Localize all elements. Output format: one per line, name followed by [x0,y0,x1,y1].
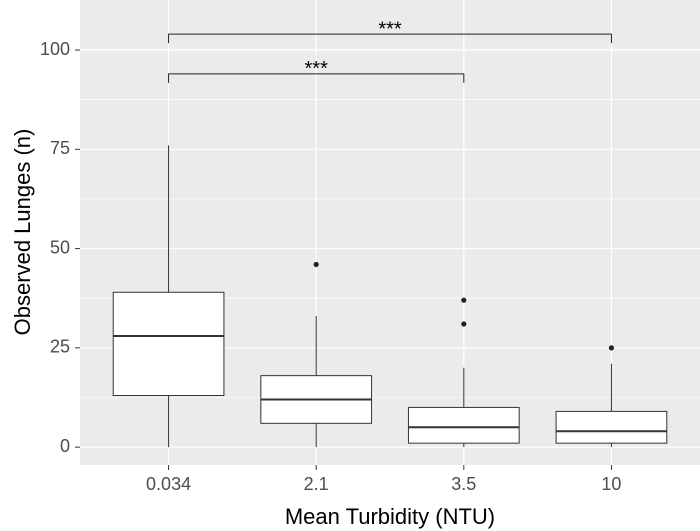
x-tick-label: 0.034 [146,474,191,494]
box [112,291,225,397]
x-tick-label: 2.1 [304,474,329,494]
significance-bracket [168,73,465,83]
box [555,410,668,444]
outlier [313,261,319,268]
significance-bracket [168,33,612,44]
outlier [461,297,467,303]
significance-label: *** [305,58,329,80]
significance-label: *** [378,18,402,40]
y-tick-label: 75 [50,138,70,158]
y-tick-label: 0 [60,436,70,456]
x-tick-label: 10 [601,474,621,494]
y-tick-label: 25 [50,337,70,357]
x-tick-label: 3.5 [451,474,476,494]
y-tick-label: 50 [50,237,70,257]
outlier [608,345,615,351]
x-axis-title: Mean Turbidity (NTU) [285,504,495,529]
y-tick-label: 100 [40,39,70,59]
box [407,406,520,444]
outlier [461,321,467,327]
y-axis-title: Observed Lunges (n) [10,129,35,336]
